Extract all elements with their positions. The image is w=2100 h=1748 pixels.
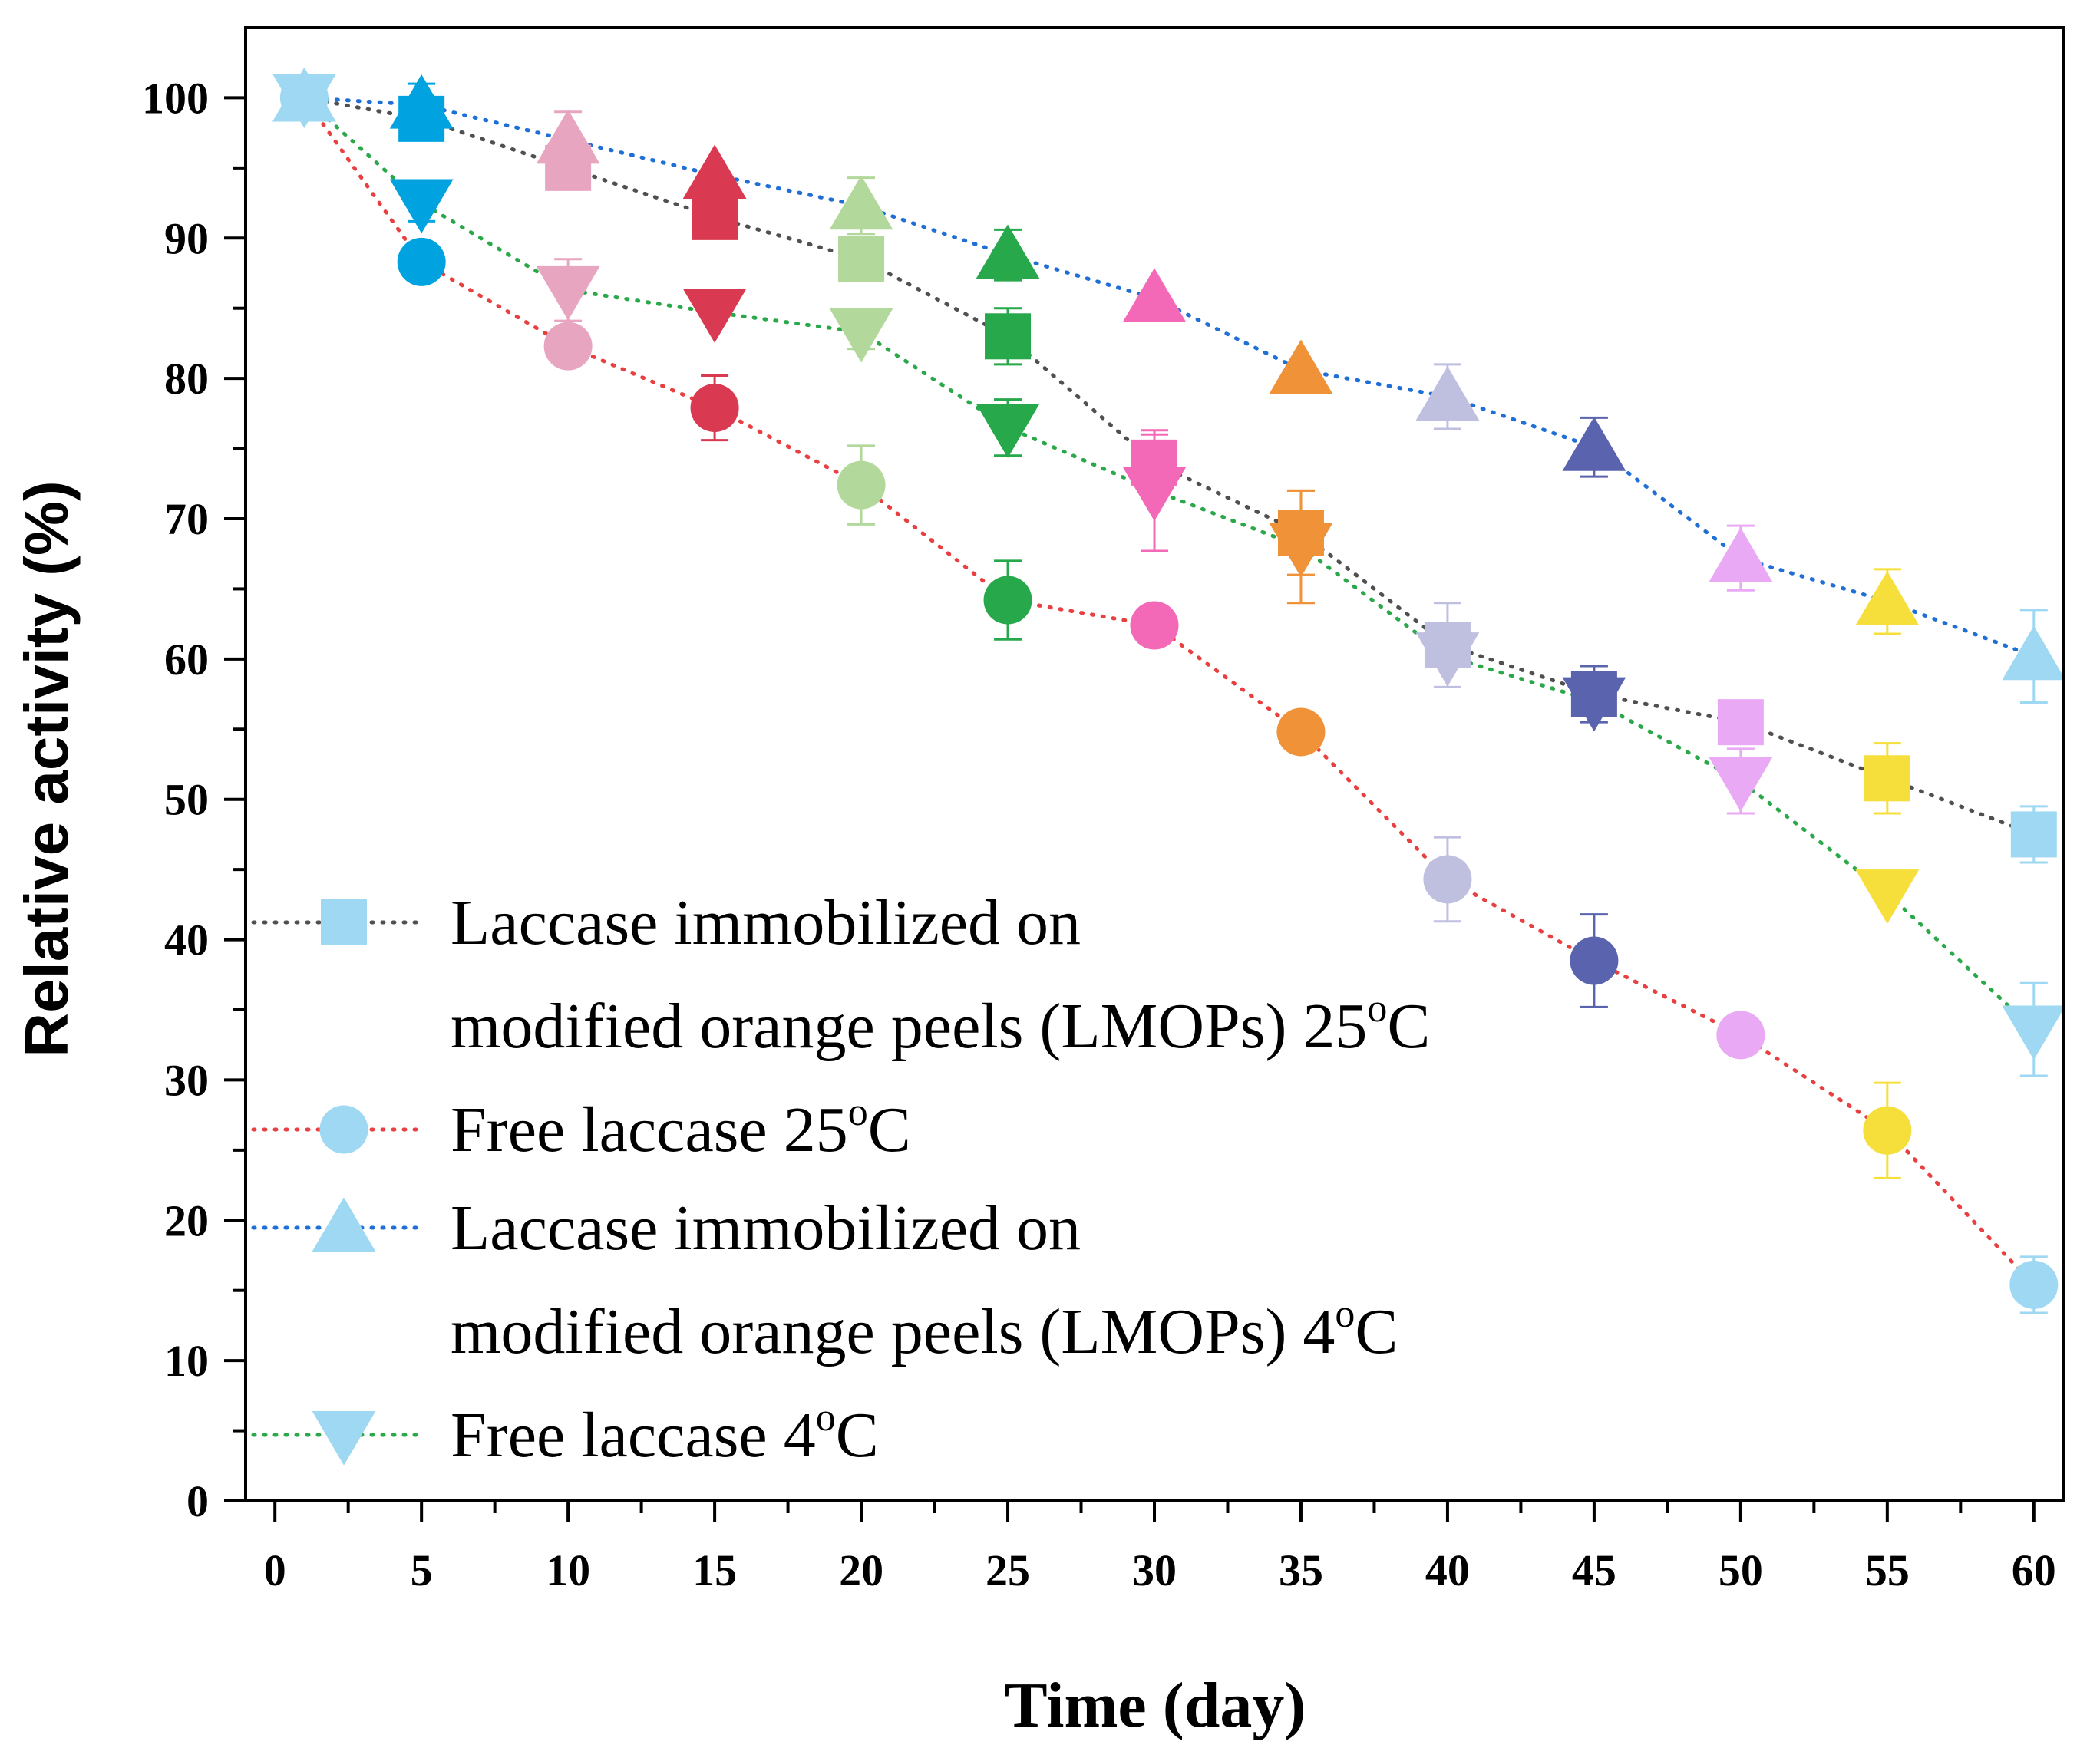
legend-label: modified orange peels (LMOPs) 4oC: [451, 1292, 1398, 1367]
legend-label-text: modified orange peels (LMOPs) 4: [451, 1296, 1335, 1367]
data-point-triangle-up: [272, 67, 336, 122]
y-tick-label: 30: [164, 1055, 209, 1105]
legend-label-superscript: o: [816, 1396, 836, 1440]
legend: Laccase immobilized on modified orange pe…: [251, 887, 1430, 1471]
data-point-triangle-up: [1415, 366, 1480, 421]
x-tick-label: 40: [1425, 1545, 1470, 1595]
data-point-circle: [1716, 1011, 1765, 1060]
x-tick-label: 20: [839, 1545, 883, 1595]
data-point-triangle-down: [1709, 757, 1773, 812]
legend-marker-triangle-up: [312, 1197, 376, 1252]
data-point-triangle-down: [1122, 467, 1187, 522]
y-tick-label: 40: [164, 915, 209, 965]
data-point-square: [985, 313, 1032, 360]
legend-label-unit: C: [1387, 991, 1430, 1062]
data-point-circle: [1863, 1106, 1912, 1155]
y-tick-label: 50: [164, 775, 209, 825]
legend-label-text: modified orange peels (LMOPs) 25: [451, 991, 1367, 1062]
x-tick-label: 60: [2012, 1545, 2056, 1595]
data-point-circle: [983, 576, 1032, 625]
data-markers: [272, 67, 2066, 1309]
y-axis-title: Relative activity (%): [12, 480, 81, 1057]
y-tick-label: 80: [164, 354, 209, 404]
data-point-circle: [1423, 855, 1472, 904]
data-point-circle: [1570, 936, 1619, 985]
data-point-triangle-down: [1269, 523, 1333, 578]
x-tick-label: 5: [411, 1545, 433, 1595]
x-tick-label: 0: [264, 1545, 286, 1595]
data-point-triangle-down: [536, 265, 600, 321]
data-point-triangle-up: [682, 144, 747, 200]
legend-label: Laccase immobilized on: [451, 887, 1081, 958]
legend-label: Laccase immobilized on: [451, 1192, 1081, 1264]
data-point-triangle-up: [2002, 625, 2066, 681]
legend-marker-circle: [319, 1105, 368, 1154]
x-tick-label: 55: [1865, 1545, 1910, 1595]
y-tick-label: 90: [164, 213, 209, 263]
y-axis: 0 10 20 30 40 50 60 70 80 90 100: [142, 73, 246, 1526]
data-point-triangle-up: [976, 224, 1040, 279]
legend-label-superscript: o: [1335, 1292, 1355, 1336]
y-tick-label: 10: [164, 1336, 209, 1386]
data-point-circle: [690, 384, 739, 433]
legend-label-superscript: o: [1367, 987, 1387, 1031]
data-point-triangle-up: [1122, 268, 1187, 322]
x-axis: 0 5 10 15 20 25 30 35 40 45 50 55 60: [264, 1501, 2056, 1595]
data-point-square: [1864, 755, 1910, 802]
data-point-triangle-down: [682, 289, 747, 343]
data-point-square: [838, 236, 885, 282]
data-point-triangle-up: [1855, 571, 1920, 625]
legend-marker-triangle-down: [312, 1410, 376, 1466]
data-point-circle: [1276, 707, 1326, 757]
data-point-circle: [397, 237, 446, 286]
data-point-triangle-up: [1562, 417, 1626, 471]
legend-label-superscript: o: [848, 1090, 868, 1134]
legend-label-text: Free laccase 25: [451, 1094, 848, 1166]
data-point-triangle-up: [536, 109, 600, 164]
data-point-triangle-down: [976, 404, 1040, 458]
x-tick-label: 45: [1572, 1545, 1616, 1595]
data-point-triangle-down: [1855, 869, 1920, 924]
data-point-triangle-up: [1709, 527, 1773, 582]
data-point-triangle-down: [1562, 677, 1626, 732]
x-tick-label: 10: [546, 1545, 590, 1595]
y-tick-label: 20: [164, 1196, 209, 1245]
x-tick-label: 15: [692, 1545, 737, 1595]
x-tick-label: 30: [1132, 1545, 1177, 1595]
legend-label-unit: C: [1355, 1296, 1398, 1367]
y-tick-label: 70: [164, 494, 209, 544]
legend-marker-square: [321, 899, 367, 945]
legend-label-unit: C: [868, 1094, 911, 1166]
data-point-triangle-down: [2002, 1005, 2066, 1060]
data-point-square: [692, 193, 738, 240]
y-tick-label: 0: [187, 1476, 209, 1526]
data-point-circle: [543, 322, 593, 371]
data-point-square: [2010, 811, 2057, 858]
data-point-square: [1717, 699, 1764, 746]
legend-label: Free laccase 25oC: [451, 1090, 911, 1166]
y-tick-label: 100: [142, 73, 209, 123]
data-point-circle: [2009, 1260, 2059, 1309]
data-point-circle: [837, 460, 886, 510]
x-tick-label: 25: [986, 1545, 1030, 1595]
data-point-triangle-up: [1269, 339, 1333, 394]
y-tick-label: 60: [164, 635, 209, 684]
legend-label-unit: C: [836, 1400, 879, 1471]
legend-label: modified orange peels (LMOPs) 25oC: [451, 987, 1430, 1062]
x-axis-title: Time (day): [1005, 1670, 1306, 1741]
data-point-triangle-down: [829, 308, 893, 363]
data-point-circle: [1130, 601, 1179, 650]
data-point-triangle-up: [829, 175, 893, 230]
x-tick-label: 50: [1719, 1545, 1763, 1595]
legend-label-text: Free laccase 4: [451, 1400, 816, 1471]
data-point-triangle-down: [389, 179, 454, 234]
data-point-triangle-down: [1415, 632, 1480, 687]
legend-label: Free laccase 4oC: [451, 1396, 879, 1471]
data-point-triangle-up: [389, 74, 454, 129]
x-tick-label: 35: [1279, 1545, 1323, 1595]
